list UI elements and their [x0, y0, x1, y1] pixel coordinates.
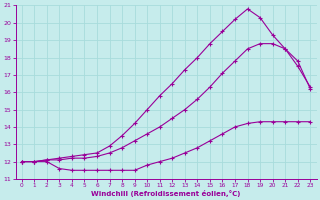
X-axis label: Windchill (Refroidissement éolien,°C): Windchill (Refroidissement éolien,°C): [91, 190, 241, 197]
